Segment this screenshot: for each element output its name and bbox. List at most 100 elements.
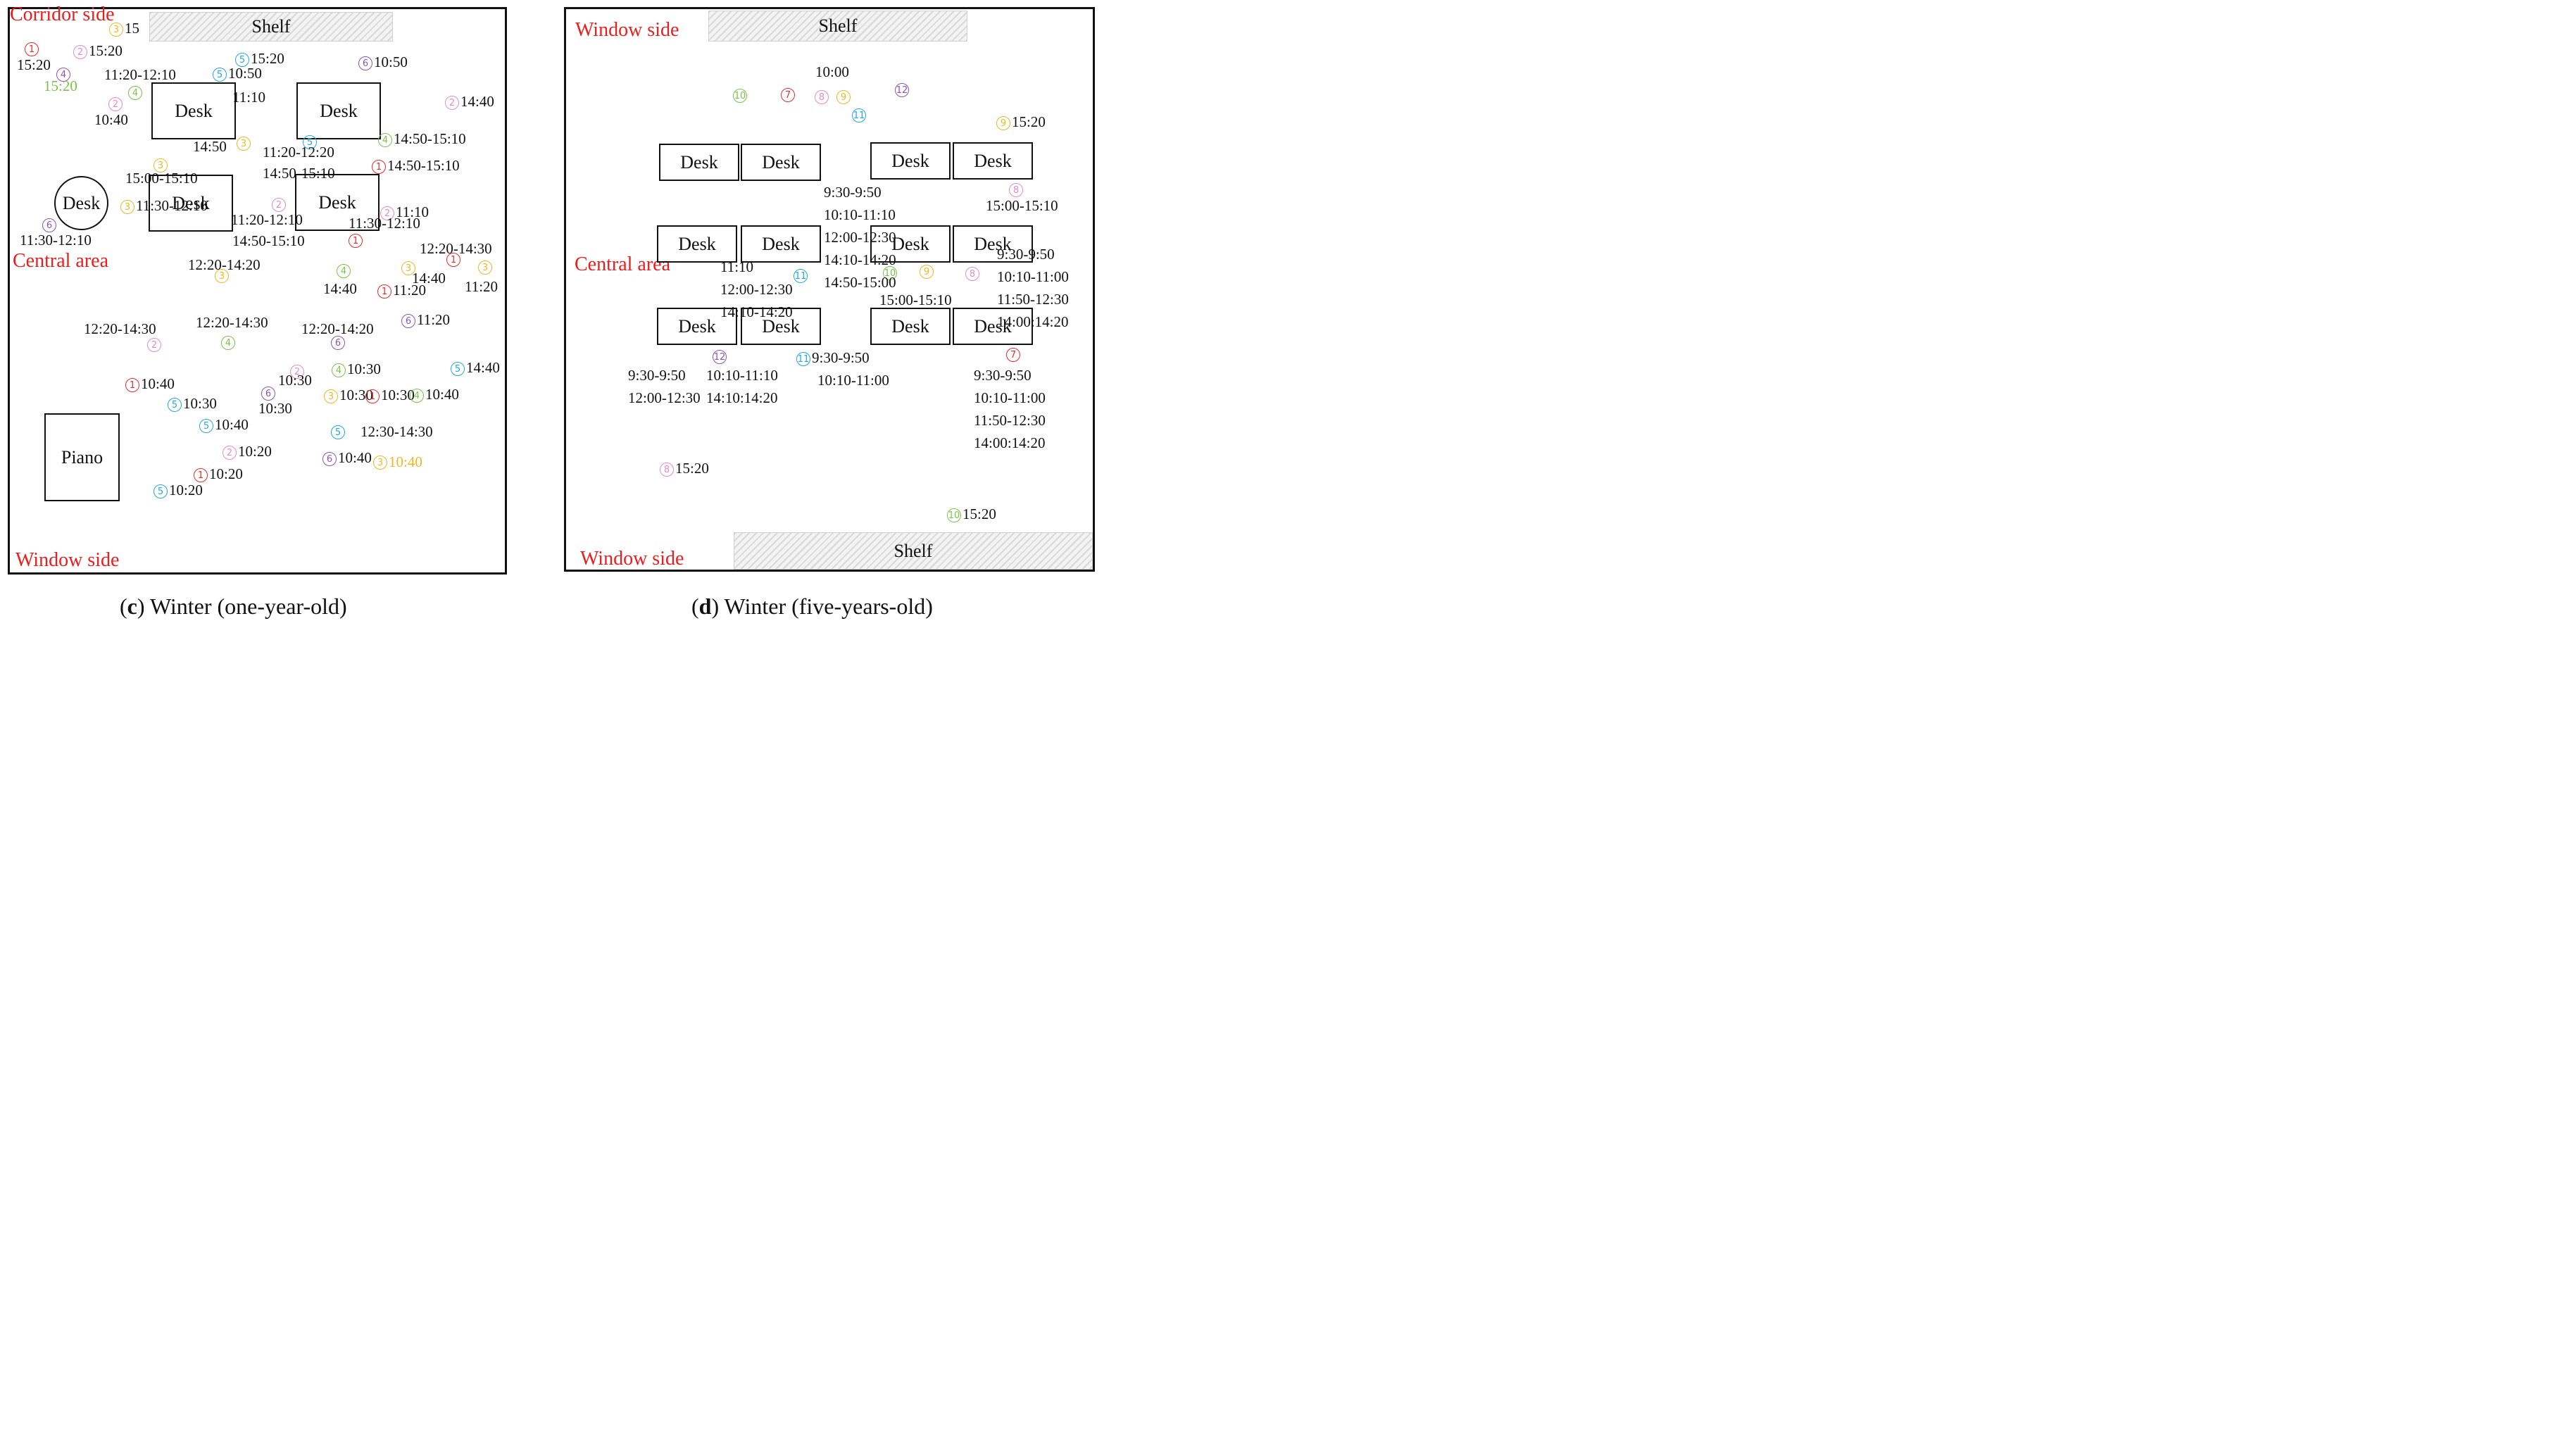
- time-line: 10:10-11:00: [974, 389, 1046, 406]
- child-number-circle: 8: [815, 90, 829, 105]
- panel-c-child-marker: 1: [25, 41, 40, 57]
- time-text: 10:20: [209, 465, 243, 482]
- time-text: 12:20-14:20: [301, 320, 374, 337]
- time-text: 11:10: [396, 203, 430, 220]
- panel-d-desk: Desk: [657, 308, 737, 345]
- time-text: 14:40: [323, 280, 357, 297]
- panel-d-child-marker: 7: [781, 87, 796, 103]
- panel-c-time-label: 11:20-12:20: [263, 145, 334, 160]
- time-text: 10:30: [339, 387, 373, 403]
- child-number-circle: 12: [895, 83, 909, 98]
- time-text: 10:50: [374, 54, 408, 70]
- child-number-circle: 5: [168, 398, 182, 413]
- child-number-circle: 1: [372, 160, 386, 175]
- panel-c-child-marker: 2: [147, 337, 163, 353]
- panel-d-caption: (d) Winter (five-years-old): [691, 594, 933, 619]
- panel-c-floor-plan: [8, 7, 507, 575]
- panel-c-child-marker: 2: [272, 196, 287, 213]
- panel-d-child-marker: 9: [836, 89, 852, 105]
- panel-c-round-desk: Desk: [54, 176, 108, 230]
- child-number-circle: 1: [349, 234, 363, 249]
- child-number-circle: 4: [337, 264, 351, 279]
- panel-d-child-marker: 9 15:20: [996, 115, 1046, 131]
- panel-c-time-label: 14:40: [323, 282, 357, 296]
- time-text: 9:30-9:50: [812, 349, 870, 366]
- panel-c-child-marker: 2 11:10: [380, 203, 430, 221]
- panel-c-central-area-label: Central area: [13, 250, 109, 272]
- panel-d-shelf-bottom-label: Shelf: [894, 540, 933, 561]
- panel-c-time-label: 14:40: [412, 271, 446, 286]
- child-number-circle: 1: [194, 468, 208, 483]
- panel-c-caption: (c) Winter (one-year-old): [120, 594, 347, 619]
- child-number-circle: 7: [1006, 348, 1020, 363]
- child-number-circle: 3: [153, 158, 168, 173]
- child-number-circle: 6: [322, 452, 337, 467]
- panel-c-child-marker: 2 15:20: [73, 42, 123, 60]
- time-text: 15:20: [251, 50, 284, 67]
- panel-d-child-marker: 12: [713, 349, 728, 365]
- panel-c-desk: Desk: [295, 174, 380, 231]
- time-text: 10:40: [425, 386, 459, 403]
- time-line: 14:10-14:20: [720, 303, 793, 320]
- panel-c-caption-letter: c: [127, 594, 137, 619]
- child-number-circle: 6: [261, 387, 275, 401]
- panel-c-child-marker: 6: [331, 334, 346, 351]
- time-line: 14:00:14:20: [974, 434, 1046, 451]
- panel-c-child-marker: 4: [56, 66, 72, 82]
- panel-c-child-marker: 6: [42, 217, 58, 233]
- panel-c-time-label: 12:20-14:30: [420, 241, 492, 256]
- panel-c-time-label: 15:20: [17, 58, 51, 73]
- panel-d-child-marker: 8: [815, 89, 830, 105]
- panel-c-child-marker: 3 11:30-12:10: [120, 199, 208, 215]
- time-text: 12:20-14:30: [196, 314, 268, 331]
- time-text: 15:00-15:10: [986, 197, 1058, 214]
- panel-d-time-block: 9:30-9:50 10:10-11:10 12:00-12:30 14:10-…: [824, 181, 896, 294]
- panel-c-child-marker: 1 11:20: [377, 283, 426, 299]
- time-text: 14:50-15:10: [394, 130, 466, 147]
- panel-d-time-block: 10:10-11:10 14:10:14:20: [706, 364, 778, 409]
- child-number-circle: 2: [73, 45, 87, 60]
- time-text: 15:20: [89, 42, 123, 59]
- child-number-circle: 10: [947, 508, 961, 523]
- child-number-circle: 11: [852, 108, 866, 123]
- time-text: 15:20: [17, 56, 51, 73]
- child-number-circle: 10: [883, 266, 897, 281]
- panel-d-time-block: 9:30-9:50 10:10-11:00 11:50-12:30 14:00:…: [997, 243, 1069, 333]
- panel-d-window-side-bottom-label: Window side: [580, 548, 684, 570]
- time-text: 15:00-15:10: [125, 170, 198, 187]
- child-number-circle: 8: [965, 267, 979, 282]
- child-number-circle: 5: [451, 362, 465, 377]
- panel-c-child-marker: 1: [349, 232, 364, 249]
- child-number-circle: 3: [401, 261, 415, 276]
- panel-d-child-marker: 8: [1009, 182, 1024, 198]
- child-number-circle: 3: [324, 389, 338, 404]
- panel-d-caption-text: Winter (five-years-old): [719, 594, 933, 619]
- child-number-circle: 3: [237, 137, 251, 151]
- time-text: 10:50: [228, 65, 262, 82]
- time-line: 9:30-9:50: [824, 184, 882, 201]
- panel-c-child-marker: 5: [303, 134, 318, 150]
- child-number-circle: 3: [215, 269, 229, 284]
- time-line: 10:10-11:00: [997, 268, 1069, 285]
- time-line: 12:00-12:30: [824, 229, 896, 246]
- panel-d-child-marker: 8: [965, 265, 981, 282]
- panel-d-shelf-top-label: Shelf: [818, 15, 858, 36]
- panel-d-desk: Desk: [741, 308, 821, 345]
- child-number-circle: 6: [401, 314, 415, 329]
- panel-c-desk: Desk: [151, 82, 236, 139]
- panel-d-desk: Desk: [870, 308, 951, 345]
- time-text: 15:20: [44, 77, 77, 94]
- child-number-circle: 4: [56, 68, 70, 82]
- panel-c-time-label: 14:50-15:10: [263, 166, 335, 181]
- time-text: 10:40: [215, 416, 249, 433]
- time-text: 10:30: [258, 400, 292, 417]
- panel-d-desk: Desk: [953, 225, 1033, 263]
- panel-d-central-area-label: Central area: [575, 253, 671, 275]
- time-line: 12:00-12:30: [720, 281, 793, 298]
- time-text: 14:40: [466, 359, 500, 376]
- child-number-circle: 5: [213, 68, 227, 82]
- panel-d-child-marker: 11: [794, 268, 809, 284]
- time-text: 10:30: [347, 360, 381, 377]
- child-number-circle: 12: [713, 350, 727, 365]
- child-number-circle: 11: [794, 269, 808, 284]
